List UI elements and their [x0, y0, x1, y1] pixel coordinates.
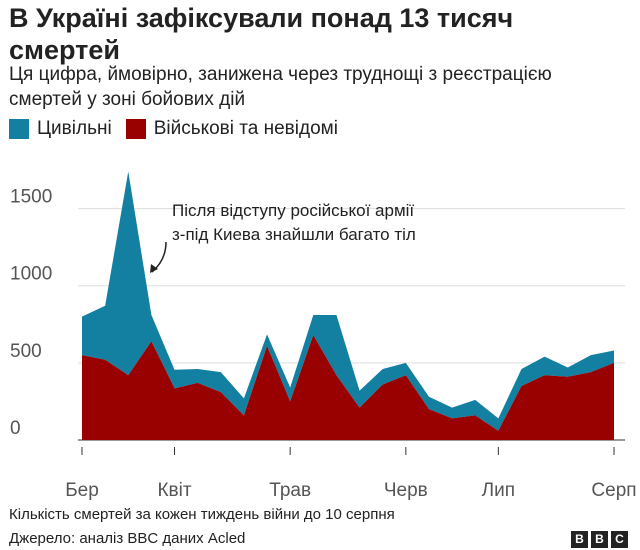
x-tick-label-3: Черв: [384, 480, 428, 500]
y-tick-label-500: 500: [10, 341, 42, 362]
y-tick-label-0: 0: [10, 418, 21, 439]
y-tick-label-1500: 1500: [10, 187, 52, 208]
y-tick-label-1000: 1000: [10, 264, 52, 285]
legend-label-military: Військові та невідомі: [153, 118, 338, 139]
bbc-logo-letter-1: B: [571, 531, 588, 548]
x-tick-label-2: Трав: [269, 480, 311, 500]
annotation-line-2: з-під Киева знайшли багато тіл: [172, 225, 416, 244]
legend-label-civilians: Цивільні: [37, 118, 112, 139]
area-military: [82, 335, 614, 440]
area-civilians: [82, 171, 614, 431]
x-tick-label-0: Бер: [65, 480, 99, 500]
bbc-logo-letter-2: B: [591, 531, 608, 548]
legend-swatch-civilians: [9, 119, 29, 139]
chart-subtitle: Ця цифра, ймовірно, занижена через трудн…: [9, 64, 552, 110]
bbc-logo: B B C: [568, 531, 628, 548]
chart-note: Кількість смертей за кожен тиждень війни…: [9, 506, 395, 523]
legend-item-military: Військові та невідомі: [125, 118, 338, 140]
legend: Цивільні Військові та невідомі: [9, 118, 352, 140]
annotation-line-1: Після відступу російської армії: [172, 201, 414, 220]
area-chart: 0 500 1000 1500 Бер Квіт Трав Черв Лип Серп Після …: [10, 171, 637, 500]
x-tick-label-4: Лип: [482, 480, 515, 500]
legend-item-civilians: Цивільні: [9, 118, 112, 140]
annotation-arrowhead: [150, 264, 158, 273]
chart-title: В Україні зафіксували понад 13 тисяч сме…: [9, 3, 514, 65]
x-tick-label-5: Серп: [591, 480, 636, 500]
legend-swatch-military: [125, 119, 146, 139]
x-tick-label-1: Квіт: [157, 480, 191, 500]
bbc-logo-letter-3: C: [611, 531, 628, 548]
source-text: Джерело: аналіз BBC даних Acled: [9, 530, 246, 547]
